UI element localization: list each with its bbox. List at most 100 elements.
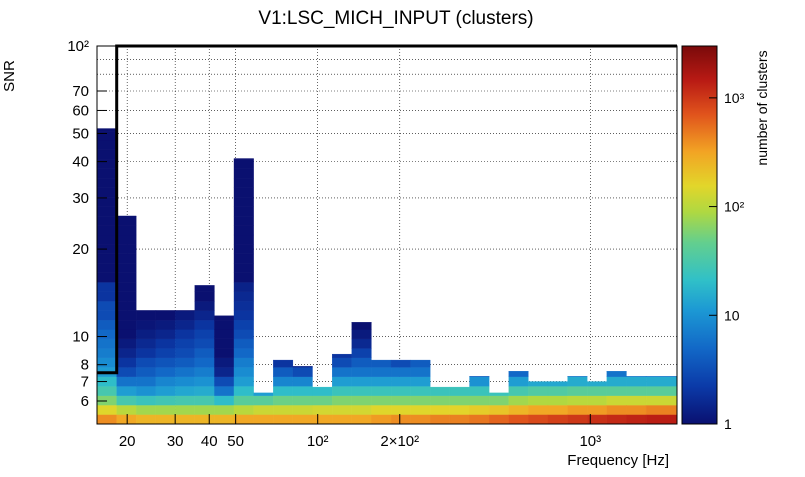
heatmap-cell [645, 386, 678, 396]
x-tick-label: 40 [201, 433, 218, 450]
heatmap-cell [233, 395, 254, 406]
heatmap-cell [194, 338, 215, 349]
heatmap-cell [96, 386, 117, 396]
y-tick-label: 8 [81, 357, 89, 374]
heatmap-cell [96, 291, 117, 302]
heatmap-cell [351, 348, 372, 358]
heatmap-cell [96, 215, 117, 226]
y-tick-label: 60 [72, 102, 89, 119]
heatmap-cell [136, 348, 157, 358]
heatmap-cell [508, 414, 529, 425]
heatmap-cell [547, 381, 568, 387]
heatmap-cell [136, 367, 157, 377]
heatmap-cell [312, 395, 333, 406]
heatmap-cell [233, 244, 254, 255]
chart-title: V1:LSC_MICH_INPUT (clusters) [258, 8, 533, 29]
heatmap-cell [194, 376, 215, 387]
heatmap-cell [430, 404, 451, 415]
heatmap-cell [136, 414, 157, 425]
heatmap-cell [96, 187, 117, 198]
heatmap-cell [449, 386, 470, 396]
colorbar-tick-label: 10 [724, 307, 740, 323]
y-tick-label: 10 [72, 329, 89, 346]
heatmap-cell [390, 376, 411, 387]
heatmap-cell [606, 414, 627, 425]
heatmap-cell [292, 414, 313, 425]
colorbar [681, 45, 718, 425]
x-tick-label: 20 [119, 433, 136, 450]
heatmap-cell [194, 285, 215, 292]
heatmap-cell [155, 386, 176, 396]
heatmap-cell [233, 282, 254, 292]
heatmap-cell [233, 253, 254, 264]
heatmap-cell [175, 414, 195, 425]
heatmap-cell [469, 395, 490, 406]
heatmap-cell [233, 159, 254, 169]
heatmap-cell [233, 300, 254, 311]
heatmap-cell [136, 329, 157, 340]
heatmap-cell [214, 414, 235, 425]
heatmap-cell [371, 414, 392, 425]
heatmap-cell [214, 348, 235, 358]
plot-frame [96, 45, 678, 425]
heatmap-cell [155, 310, 176, 321]
heatmap-cell [214, 376, 235, 387]
heatmap-cell [116, 414, 137, 425]
heatmap-cell [390, 395, 411, 406]
heatmap-cell [312, 414, 333, 425]
heatmap-cell [194, 329, 215, 340]
heatmap-cell [233, 357, 254, 368]
heatmap-cell [488, 395, 509, 406]
heatmap-cell [253, 404, 274, 415]
y-tick-label: 20 [72, 241, 89, 258]
heatmap-cell [351, 329, 372, 340]
heatmap-cell [606, 404, 627, 415]
heatmap-cell [606, 386, 627, 396]
x-tick-label: 10³ [579, 433, 601, 450]
heatmap-cell [214, 329, 235, 340]
heatmap-cell [469, 414, 490, 425]
heatmap-cell [194, 395, 215, 406]
heatmap-cell [587, 381, 607, 387]
heatmap-cell [116, 310, 137, 321]
heatmap-cell [508, 376, 529, 387]
heatmap-cell [175, 319, 195, 330]
heatmap-cell [626, 376, 647, 387]
heatmap-cell [155, 376, 176, 387]
heatmap-cell [136, 395, 157, 406]
heatmap-cell [116, 263, 137, 273]
heatmap-cell [528, 404, 549, 415]
heatmap-cell [96, 310, 117, 321]
x-tick-label: 2×10² [380, 433, 419, 450]
heatmap-cell [332, 395, 352, 406]
heatmap-cell [96, 225, 117, 236]
heatmap-cell [214, 386, 235, 396]
heatmap-cell [508, 404, 529, 415]
heatmap-cell [233, 291, 254, 302]
heatmap-cell [332, 367, 352, 377]
heatmap-cell [194, 414, 215, 425]
heatmap-cell [292, 404, 313, 415]
heatmap-cell [273, 386, 294, 396]
heatmap-cell [96, 140, 117, 151]
heatmap-cell [233, 158, 254, 160]
heatmap-cell [136, 310, 157, 321]
heatmap-cell [96, 128, 117, 132]
heatmap-cell [332, 353, 352, 358]
heatmap-cell [626, 395, 647, 406]
heatmap-cell [233, 215, 254, 226]
heatmap-cell [116, 319, 137, 330]
heatmap-cell [410, 367, 431, 377]
heatmap-cell [547, 414, 568, 425]
heatmap-cell [233, 329, 254, 340]
heatmap-cell [136, 376, 157, 387]
heatmap-cell [351, 367, 372, 377]
heatmap-cell [136, 319, 157, 330]
heatmap-cell [214, 404, 235, 415]
heatmap-cell [233, 234, 254, 245]
heatmap-cell [233, 338, 254, 349]
heatmap-cell [116, 253, 137, 264]
y-tick-label: 10² [67, 38, 89, 55]
heatmap-cell [410, 359, 431, 368]
